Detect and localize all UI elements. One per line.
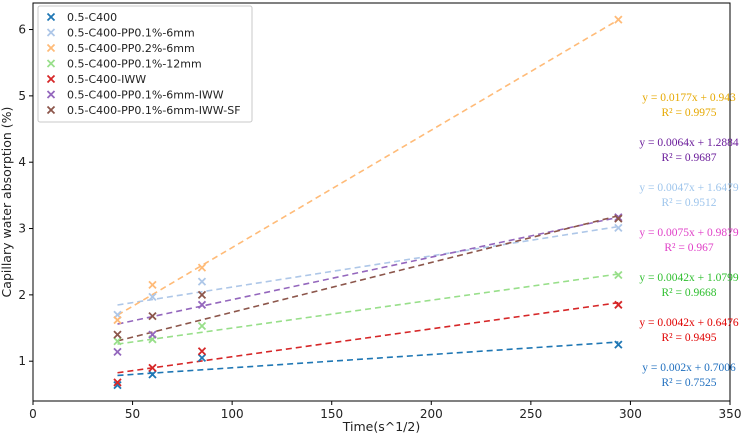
legend-marker [46, 105, 56, 115]
fit-r-squared: R² = 0.9495 [662, 332, 717, 344]
data-point [113, 380, 122, 390]
legend-marker [46, 90, 56, 99]
fit-equation: y = 0.002x + 0.7006 [642, 362, 736, 374]
data-point [197, 290, 207, 300]
data-point [614, 270, 623, 280]
data-point [614, 213, 623, 222]
data-point [113, 347, 122, 357]
legend-entry: 0.5-C400-IWW [67, 73, 146, 86]
data-point [614, 300, 623, 309]
x-tick-label: 200 [420, 407, 443, 421]
data-point [113, 315, 122, 325]
fit-equation: y = 0.0064x + 1.2884 [639, 137, 738, 149]
fit-equations: y = 0.0177x + 0.943 R² = 0.9975 y = 0.0064… [639, 92, 738, 389]
data-point [148, 292, 157, 301]
data-point [197, 321, 207, 331]
fit-equation: y = 0.0047x + 1.6479 [639, 182, 738, 194]
legend-entry: 0.5-C400 [67, 11, 117, 24]
data-point [113, 330, 122, 339]
data-points [113, 15, 623, 390]
data-point [148, 363, 157, 372]
fit-r-squared: R² = 0.9512 [662, 197, 717, 209]
data-point [197, 347, 207, 356]
x-tick-label: 350 [719, 407, 742, 421]
legend-marker [46, 28, 56, 37]
data-point [197, 353, 207, 363]
legend-marker [46, 74, 56, 84]
fit-line [117, 225, 619, 306]
legend-box [37, 5, 253, 123]
legend-entry: 0.5-C400-PP0.1%-12mm [67, 58, 202, 71]
data-point [197, 277, 207, 286]
x-tick-label: 150 [320, 407, 343, 421]
fit-equation: y = 0.0075x + 0.9879 [639, 227, 738, 239]
fit-line [117, 301, 619, 374]
fit-r-squared: R² = 0.9687 [662, 152, 717, 164]
data-point [148, 330, 157, 339]
data-point [614, 340, 623, 349]
fit-r-squared: R² = 0.967 [664, 242, 713, 254]
legend-marker [46, 43, 56, 53]
data-point [113, 337, 122, 346]
y-tick-label: 3 [18, 222, 26, 236]
data-point [614, 15, 623, 24]
x-axis-label: Time(s^1/2) [342, 419, 420, 434]
axis-ticks: 0 50 100 150 200 250 300 350 1 2 3 4 5 6 [18, 23, 741, 421]
data-point [614, 214, 623, 223]
fit-r-squared: R² = 0.7525 [662, 377, 717, 389]
data-point [148, 370, 157, 379]
x-tick-label: 250 [519, 407, 542, 421]
fit-equation: y = 0.0177x + 0.943 [642, 92, 736, 104]
legend-marker [46, 59, 56, 68]
legend-marker [46, 12, 56, 22]
x-tick-label: 300 [619, 407, 642, 421]
legend-entry: 0.5-C400-PP0.1%-6mm-IWW-SF [67, 104, 241, 117]
legend-entry: 0.5-C400-PP0.1%-6mm-IWW [67, 89, 224, 102]
fit-equation: y = 0.0042x + 0.6476 [639, 317, 738, 329]
legend-entry: 0.5-C400-PP0.2%-6mm [67, 42, 195, 55]
x-tick-label: 50 [125, 407, 140, 421]
y-tick-label: 5 [18, 89, 26, 103]
y-tick-label: 1 [18, 354, 26, 368]
y-tick-label: 2 [18, 288, 26, 302]
data-point [614, 223, 623, 233]
fit-line [117, 273, 619, 345]
x-tick-label: 0 [29, 407, 37, 421]
fit-line [117, 19, 619, 316]
fit-r-squared: R² = 0.9668 [662, 287, 717, 299]
y-tick-label: 6 [18, 23, 26, 37]
fit-line [117, 341, 619, 377]
legend: 0.5-C400 0.5-C400-PP0.1%-6mm 0.5-C400-PP0.… [37, 5, 253, 123]
fit-line [117, 214, 619, 342]
y-axis-label: Capillary water absorption (%) [0, 107, 14, 298]
y-tick-label: 4 [18, 155, 26, 169]
data-point [113, 378, 122, 387]
fit-equation: y = 0.0042x + 1.0799 [639, 272, 738, 284]
x-tick-label: 100 [221, 407, 244, 421]
fit-r-squared: R² = 0.9975 [662, 107, 717, 119]
legend-entry: 0.5-C400-PP0.1%-6mm [67, 27, 195, 40]
data-point [148, 311, 157, 321]
data-point [148, 280, 157, 290]
data-point [197, 263, 207, 272]
data-point [197, 300, 207, 309]
